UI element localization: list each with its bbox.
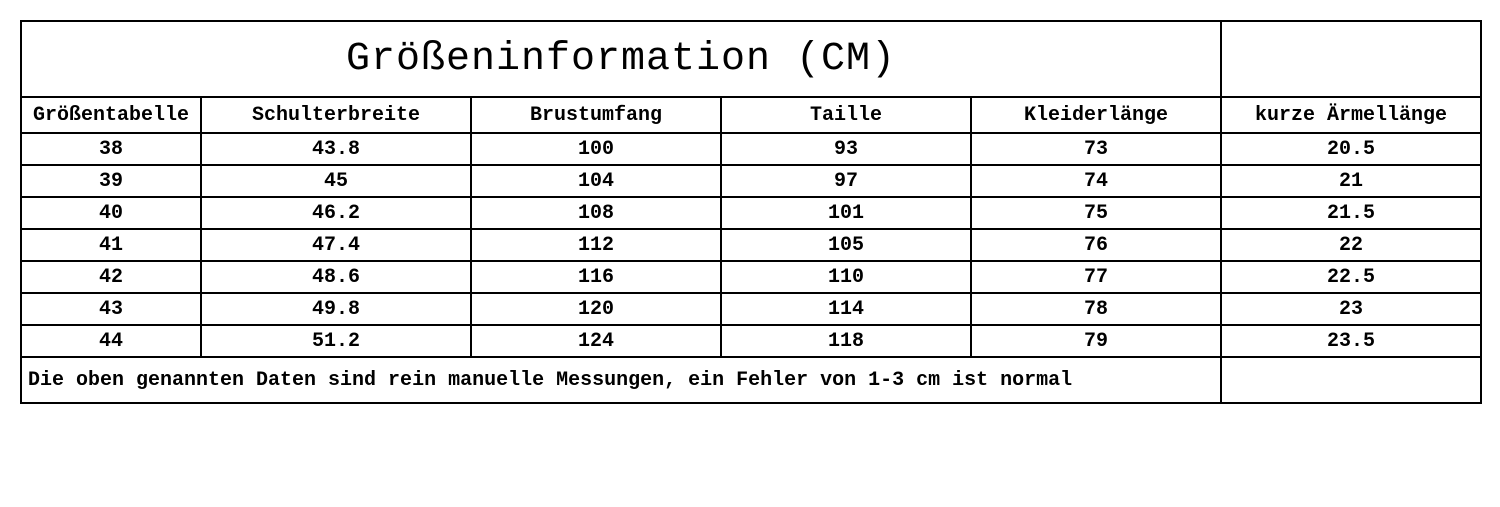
footer-row: Die oben genannten Daten sind rein manue…: [21, 357, 1481, 403]
cell-sleeve: 22: [1221, 229, 1481, 261]
table-row: 43 49.8 120 114 78 23: [21, 293, 1481, 325]
col-header-length: Kleiderlänge: [971, 97, 1221, 133]
cell-shoulder: 49.8: [201, 293, 471, 325]
cell-shoulder: 48.6: [201, 261, 471, 293]
size-information-table: Größeninformation (CM) Größentabelle Sch…: [20, 20, 1482, 404]
cell-shoulder: 51.2: [201, 325, 471, 357]
cell-length: 79: [971, 325, 1221, 357]
table-row: 38 43.8 100 93 73 20.5: [21, 133, 1481, 165]
cell-size: 43: [21, 293, 201, 325]
col-header-waist: Taille: [721, 97, 971, 133]
footer-note: Die oben genannten Daten sind rein manue…: [21, 357, 1221, 403]
cell-shoulder: 46.2: [201, 197, 471, 229]
table-body: Größeninformation (CM) Größentabelle Sch…: [21, 21, 1481, 403]
table-row: 42 48.6 116 110 77 22.5: [21, 261, 1481, 293]
cell-chest: 104: [471, 165, 721, 197]
cell-waist: 110: [721, 261, 971, 293]
cell-chest: 120: [471, 293, 721, 325]
col-header-sleeve: kurze Ärmellänge: [1221, 97, 1481, 133]
cell-waist: 118: [721, 325, 971, 357]
header-row: Größentabelle Schulterbreite Brustumfang…: [21, 97, 1481, 133]
cell-sleeve: 21.5: [1221, 197, 1481, 229]
cell-length: 76: [971, 229, 1221, 261]
cell-sleeve: 20.5: [1221, 133, 1481, 165]
cell-waist: 101: [721, 197, 971, 229]
cell-length: 73: [971, 133, 1221, 165]
cell-waist: 97: [721, 165, 971, 197]
cell-chest: 100: [471, 133, 721, 165]
cell-shoulder: 47.4: [201, 229, 471, 261]
cell-shoulder: 43.8: [201, 133, 471, 165]
cell-chest: 108: [471, 197, 721, 229]
table-row: 44 51.2 124 118 79 23.5: [21, 325, 1481, 357]
cell-waist: 93: [721, 133, 971, 165]
cell-chest: 124: [471, 325, 721, 357]
cell-size: 42: [21, 261, 201, 293]
cell-length: 78: [971, 293, 1221, 325]
cell-size: 38: [21, 133, 201, 165]
cell-length: 77: [971, 261, 1221, 293]
title-row: Größeninformation (CM): [21, 21, 1481, 97]
col-header-chest: Brustumfang: [471, 97, 721, 133]
cell-chest: 112: [471, 229, 721, 261]
cell-size: 40: [21, 197, 201, 229]
cell-waist: 114: [721, 293, 971, 325]
cell-size: 41: [21, 229, 201, 261]
cell-shoulder: 45: [201, 165, 471, 197]
cell-size: 44: [21, 325, 201, 357]
cell-chest: 116: [471, 261, 721, 293]
title-blank-cell: [1221, 21, 1481, 97]
footer-blank-cell: [1221, 357, 1481, 403]
cell-sleeve: 23: [1221, 293, 1481, 325]
cell-sleeve: 21: [1221, 165, 1481, 197]
cell-size: 39: [21, 165, 201, 197]
col-header-size: Größentabelle: [21, 97, 201, 133]
cell-sleeve: 23.5: [1221, 325, 1481, 357]
col-header-shoulder: Schulterbreite: [201, 97, 471, 133]
table-row: 40 46.2 108 101 75 21.5: [21, 197, 1481, 229]
table-row: 41 47.4 112 105 76 22: [21, 229, 1481, 261]
table-row: 39 45 104 97 74 21: [21, 165, 1481, 197]
cell-length: 75: [971, 197, 1221, 229]
cell-waist: 105: [721, 229, 971, 261]
cell-length: 74: [971, 165, 1221, 197]
cell-sleeve: 22.5: [1221, 261, 1481, 293]
table-title: Größeninformation (CM): [21, 21, 1221, 97]
